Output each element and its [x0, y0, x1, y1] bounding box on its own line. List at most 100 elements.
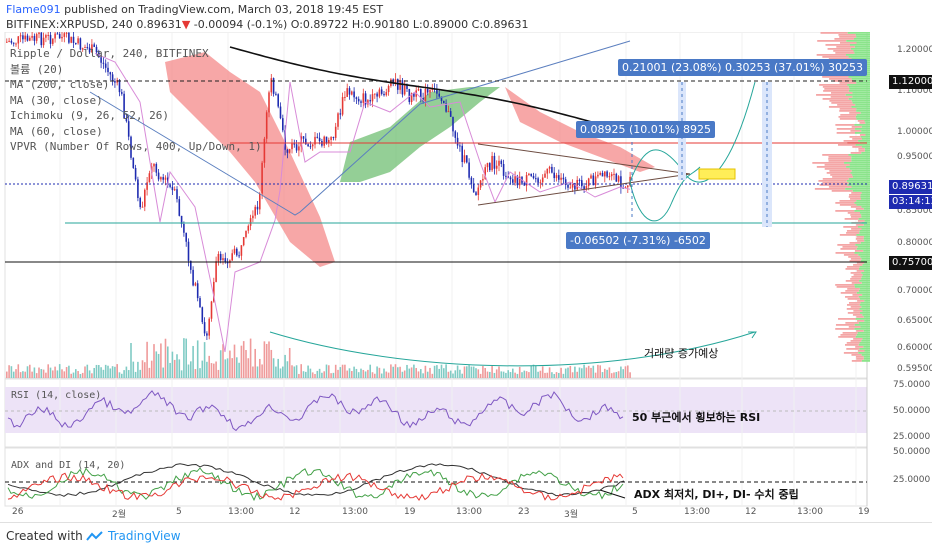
volume-bar [293, 366, 296, 378]
candle-body [620, 176, 622, 188]
vpvr-bar-up [858, 218, 870, 220]
candle-body [210, 301, 213, 319]
vpvr-bar-up [860, 256, 870, 258]
rsi-label[interactable]: RSI (14, close) [11, 390, 102, 401]
measure-label-down[interactable]: -0.06502 (-7.31%) -6502 [566, 232, 710, 249]
vpvr-bar-down [827, 48, 851, 50]
vpvr-bar-down [839, 118, 857, 120]
volume-bar [387, 372, 390, 378]
volume-bar [162, 367, 164, 378]
volume-bar [452, 373, 454, 378]
volume-bar [403, 370, 406, 378]
vpvr-bar-up [861, 282, 870, 284]
candle-body [587, 178, 590, 187]
vpvr-bar-up [863, 346, 870, 348]
candle-body [81, 48, 84, 50]
vpvr-bar-up [851, 100, 870, 102]
volume-bar [610, 373, 613, 378]
volume-bar [337, 369, 339, 378]
volume-bar [12, 371, 15, 378]
resistance-tag: 1.12000 [889, 75, 932, 89]
vpvr-bar-up [855, 336, 870, 338]
chart-canvas[interactable] [0, 32, 932, 522]
candle-body [622, 187, 624, 189]
measure-label-up-big[interactable]: 0.21001 (23.08%) 0.30253 (37.01%) 30253 [618, 59, 868, 76]
volume-bar [192, 345, 194, 378]
legend-item[interactable]: Ripple / Dollar, 240, BITFINEX [10, 47, 209, 60]
candle-body [514, 176, 516, 183]
rsi-tick: 75.0000 [893, 380, 931, 390]
vpvr-bar-down [836, 132, 855, 134]
projection-down [629, 166, 701, 222]
candle-body [440, 96, 443, 101]
vpvr-bar-down [834, 38, 854, 40]
volume-bar [84, 366, 86, 378]
candle-body [380, 89, 383, 94]
vpvr-bar-down [856, 224, 864, 226]
author-link[interactable]: Flame091 [6, 3, 61, 16]
vpvr-bar-down [846, 230, 860, 232]
volume-bar [58, 364, 61, 378]
candle-body [309, 146, 312, 148]
candle-body [26, 35, 29, 41]
candle-body [394, 79, 397, 84]
vpvr-bar-down [840, 248, 857, 250]
vpvr-bar-up [855, 116, 870, 118]
time-tick: 19 [404, 507, 416, 517]
vpvr-bar-down [857, 220, 865, 222]
adx-label[interactable]: ADX and DI (14, 20) [11, 460, 126, 471]
last-price: 0.89631 [136, 18, 182, 31]
volume-bar [378, 367, 381, 378]
legend-item[interactable]: MA (60, close) [10, 124, 103, 138]
measure-label-up-small[interactable]: 0.08925 (10.01%) 8925 [576, 121, 716, 138]
volume-bar [516, 373, 519, 378]
candle-body [505, 175, 507, 177]
candle-body [183, 223, 185, 233]
legend-item[interactable]: Ichimoku (9, 26, 52, 26) [10, 109, 169, 122]
vpvr-bar-up [860, 302, 870, 304]
vpvr-bar-down [856, 316, 864, 318]
candle-body [132, 157, 135, 168]
vpvr-bar-up [859, 232, 870, 234]
vpvr-bar-down [846, 308, 860, 310]
volume-bar [436, 365, 438, 378]
vpvr-profile [812, 32, 870, 362]
candle-body [541, 177, 544, 183]
candle-body [242, 237, 245, 246]
volume-bar [332, 372, 335, 378]
vpvr-bar-down [812, 162, 845, 164]
candle-body [348, 88, 351, 95]
vpvr-bar-down [858, 150, 865, 152]
legend-item[interactable]: 볼륨 (20) [10, 62, 64, 76]
candle-body [68, 32, 70, 43]
tradingview-brand-link[interactable]: TradingView [108, 529, 181, 543]
volume-bar [153, 344, 155, 378]
volume-bar [629, 372, 631, 378]
candle-body [102, 62, 105, 64]
legend-item[interactable]: MA (30, close) [10, 93, 103, 107]
price-tick: 0.95000 [897, 152, 932, 162]
vpvr-bar-up [854, 202, 870, 204]
candle-body [137, 179, 139, 198]
candle-body [424, 88, 427, 102]
candle-body [162, 177, 164, 180]
vpvr-bar-down [850, 216, 862, 218]
legend-item[interactable]: MA (200, close) [10, 78, 110, 91]
vpvr-bar-down [848, 302, 861, 304]
volume-bar [443, 368, 445, 378]
volume-bar [546, 372, 549, 378]
candle-body [121, 92, 123, 94]
vpvr-bar-down [835, 284, 855, 286]
candle-body [72, 36, 75, 43]
vpvr-bar-up [852, 102, 870, 104]
volume-bar [599, 365, 601, 378]
candle-body [328, 139, 330, 144]
legend-item[interactable]: VPVR (Number Of Rows, 400, Up/Down, 1) [10, 140, 262, 153]
vpvr-bar-down [831, 190, 853, 192]
candle-body [215, 261, 217, 282]
candle-body [58, 34, 61, 39]
candle-body [410, 93, 413, 103]
vpvr-bar-down [825, 44, 850, 46]
candle-body [196, 283, 199, 299]
vpvr-bar-down [845, 290, 859, 292]
